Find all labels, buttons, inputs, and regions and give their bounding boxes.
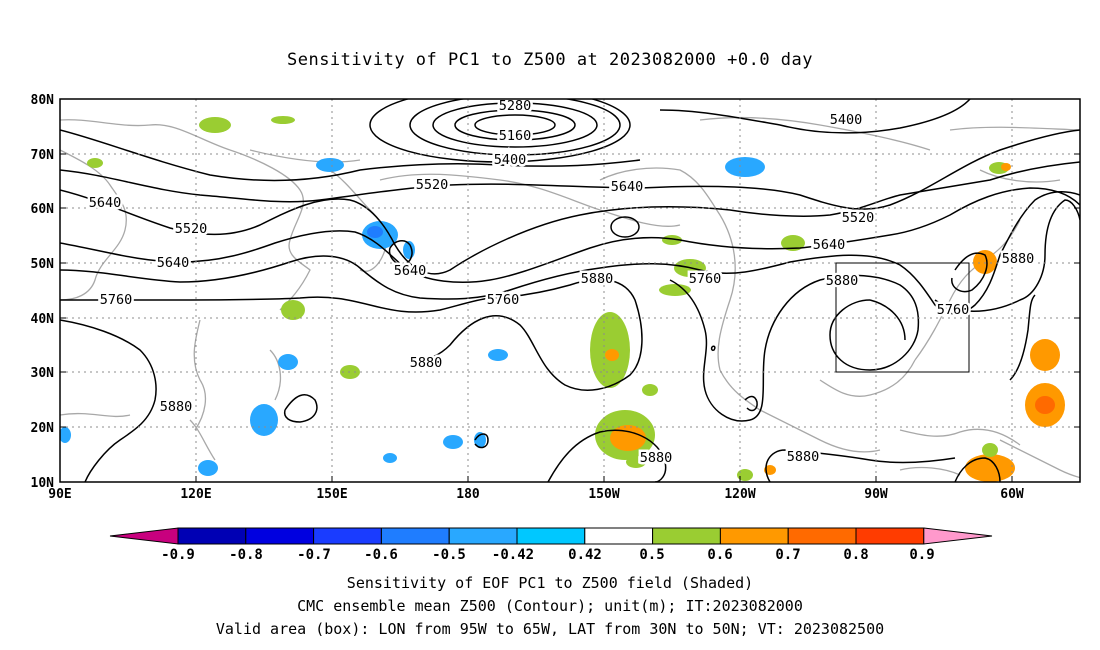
- contour-label: 5520: [842, 210, 875, 226]
- lon-label: 180: [456, 487, 480, 502]
- caption-shaded: Sensitivity of EOF PC1 to Z500 field (Sh…: [346, 574, 754, 592]
- colorbar-cell: [719, 527, 789, 545]
- contour-label: 5880: [787, 449, 820, 465]
- contour-label: 5400: [830, 112, 863, 128]
- lat-label: 20N: [31, 421, 55, 436]
- colorbar-cell: [516, 527, 586, 545]
- contour-label: 5640: [89, 195, 122, 211]
- colorbar-cell: [245, 527, 315, 545]
- contour-label: 5640: [394, 263, 427, 279]
- colorbar-label: 0.42: [568, 547, 602, 563]
- lon-label: 90E: [48, 487, 71, 502]
- colorbar-label: 0.5: [639, 547, 664, 563]
- lon-label: 120W: [724, 487, 755, 502]
- coastlines: [60, 116, 1080, 479]
- colorbar-cell: [855, 527, 925, 545]
- colorbar: [109, 527, 993, 545]
- colorbar-label: -0.9: [161, 547, 195, 563]
- contour-label: 5520: [416, 177, 449, 193]
- colorbar-cell: [448, 527, 518, 545]
- colorbar-cell: [923, 527, 993, 545]
- z500-contours: [60, 99, 1080, 482]
- colorbar-label: 0.8: [843, 547, 868, 563]
- sensitivity-shading: [60, 116, 1065, 482]
- contour-label: 5880: [826, 273, 859, 289]
- contour-label: 5880: [160, 399, 193, 415]
- caption-contour: CMC ensemble mean Z500 (Contour); unit(m…: [297, 597, 803, 615]
- contour-labels: 5280 5160 5400 5400 5520 5640 5640 5520 …: [86, 96, 1037, 469]
- map-frame: [59, 98, 1081, 483]
- contour-label: 5400: [494, 152, 527, 168]
- colorbar-cell: [313, 527, 382, 545]
- colorbar-cell: [787, 527, 857, 545]
- caption-valid-area: Valid area (box): LON from 95W to 65W, L…: [215, 620, 885, 638]
- colorbar-label: -0.8: [229, 547, 263, 563]
- contour-label: 5760: [937, 302, 970, 318]
- map-background: [60, 99, 1080, 482]
- lat-label: 50N: [31, 257, 55, 272]
- contour-label: 5760: [689, 271, 722, 287]
- contour-label: 5880: [410, 355, 443, 371]
- chart-title: Sensitivity of PC1 to Z500 at 2023082000…: [286, 50, 813, 70]
- colorbar-label: -0.7: [297, 547, 331, 563]
- gridlines: [60, 99, 1080, 482]
- lat-label: 80N: [31, 93, 55, 108]
- lon-label: 150W: [588, 487, 619, 502]
- tick-marks: [60, 153, 1080, 482]
- lon-label: 90W: [864, 487, 888, 502]
- contour-label: 5760: [100, 292, 133, 308]
- contour-label: 5520: [175, 221, 208, 237]
- contour-label: 5880: [640, 450, 673, 466]
- lon-label: 60W: [1000, 487, 1024, 502]
- colorbar-label: 0.7: [775, 547, 800, 563]
- colorbar-label: 0.9: [909, 547, 934, 563]
- lon-label: 120E: [180, 487, 211, 502]
- colorbar-label: -0.42: [492, 547, 534, 563]
- contour-label: 5160: [499, 128, 532, 144]
- lat-label: 70N: [31, 148, 55, 163]
- colorbar-cell: [584, 527, 654, 545]
- colorbar-cell: [177, 527, 247, 545]
- colorbar-cell: [652, 527, 721, 545]
- contour-label: 5760: [487, 292, 520, 308]
- colorbar-label: 0.6: [707, 547, 732, 563]
- contour-label: 5280: [499, 98, 532, 114]
- colorbar-cell: [380, 527, 450, 545]
- valid-area-box: [835, 262, 970, 373]
- lat-label: 60N: [31, 202, 55, 217]
- lat-label: 30N: [31, 366, 55, 381]
- contour-label: 5880: [1002, 251, 1035, 267]
- contour-label: 5880: [581, 271, 614, 287]
- contour-label: 5640: [611, 179, 644, 195]
- lat-label: 10N: [31, 476, 55, 491]
- lon-label: 150E: [316, 487, 347, 502]
- colorbar-label: -0.5: [432, 547, 466, 563]
- lat-label: 40N: [31, 312, 55, 327]
- colorbar-label: -0.6: [364, 547, 398, 563]
- contour-label: 5640: [157, 255, 190, 271]
- contour-label: 5640: [813, 237, 846, 253]
- colorbar-cell: [109, 527, 179, 545]
